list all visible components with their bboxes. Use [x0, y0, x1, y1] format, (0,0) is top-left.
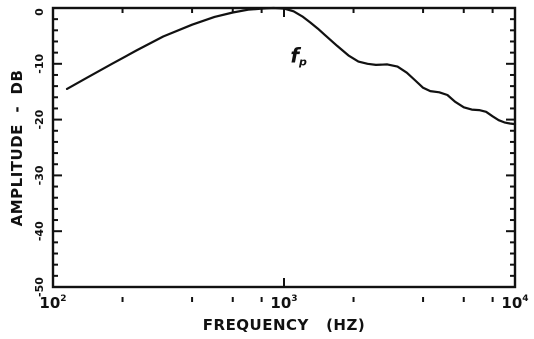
y-tick-label: -50: [33, 277, 46, 297]
axis-ticks: [52, 7, 516, 302]
x-tick-label: 102: [39, 294, 66, 312]
peak-frequency-annotation: fp: [290, 43, 307, 68]
y-tick-label: -30: [33, 165, 46, 185]
plot-frame: [51, 6, 517, 289]
y-tick-label: -20: [33, 109, 46, 129]
x-tick-label: 104: [501, 294, 528, 312]
y-tick-label: -10: [33, 54, 46, 74]
x-axis-title: FREQUENCY (HZ): [203, 316, 365, 334]
y-tick-label: 0: [33, 8, 46, 16]
y-tick-labels: 0 -10 -20 -30 -40 -50: [33, 8, 46, 297]
x-tick-label: 103: [270, 294, 297, 312]
x-tick-labels: 102 103 104: [39, 294, 528, 312]
y-tick-label: -40: [33, 221, 46, 241]
series-line: [65, 6, 517, 126]
annotations: fp: [290, 43, 307, 68]
y-axis-title: AMPLITUDE - DB: [8, 70, 26, 227]
